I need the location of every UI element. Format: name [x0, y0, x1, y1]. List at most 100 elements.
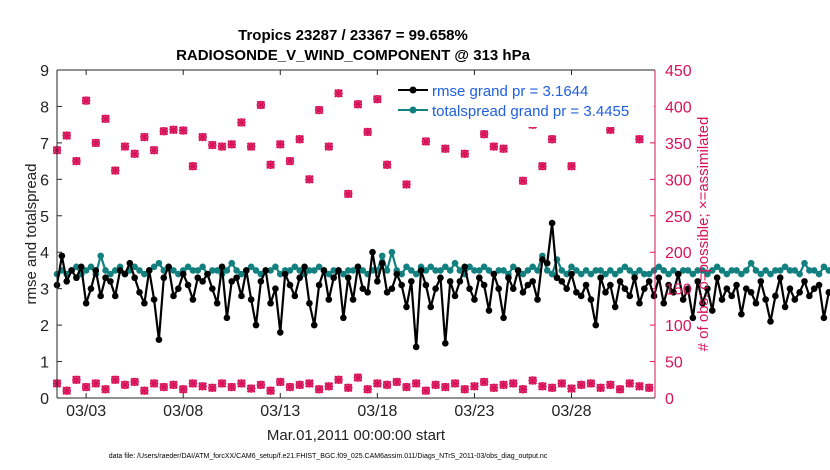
possible-obs-marker — [188, 161, 198, 171]
possible-obs-marker — [91, 138, 101, 148]
totalspread-point — [102, 267, 109, 274]
totalspread-point — [97, 252, 104, 260]
x-axis-label: Mar.01,2011 00:00:00 start — [267, 427, 446, 444]
possible-obs-marker — [110, 166, 120, 175]
right-tick-label: 300 — [665, 172, 692, 189]
low-obs-marker — [275, 377, 285, 387]
rmse-point — [801, 278, 808, 285]
rmse-point — [568, 270, 575, 278]
rmse-point — [437, 274, 444, 282]
rmse-point — [369, 248, 376, 256]
rmse-point — [116, 267, 124, 274]
totalspread-point — [602, 270, 609, 278]
rmse-point — [587, 296, 595, 303]
possible-obs-marker — [343, 189, 353, 199]
rmse-point — [466, 285, 473, 292]
rmse-point — [641, 285, 648, 292]
rmse-point — [403, 303, 410, 311]
possible-obs-marker — [421, 137, 431, 146]
low-obs-marker — [169, 380, 178, 390]
rmse-point — [723, 285, 731, 292]
possible-obs-marker — [606, 125, 615, 135]
totalspread-point — [286, 267, 294, 274]
rmse-point — [82, 299, 90, 307]
rmse-point — [393, 270, 401, 278]
right-tick-label: 350 — [665, 136, 692, 153]
rmse-point — [670, 289, 677, 296]
low-obs-marker — [528, 376, 537, 385]
totalspread-point — [398, 270, 405, 278]
rmse-point — [607, 281, 614, 289]
rmse-point — [509, 285, 517, 292]
totalspread-point — [728, 267, 735, 274]
legend-swatch-totalspread — [409, 106, 417, 114]
left-tick-label: 3 — [40, 282, 49, 299]
low-obs-marker — [635, 382, 644, 391]
rmse-point — [296, 274, 303, 282]
totalspread-point — [543, 267, 551, 274]
low-obs-marker — [567, 384, 576, 393]
rmse-point — [762, 296, 769, 303]
left-tick-label: 1 — [40, 355, 49, 372]
totalspread-point — [704, 270, 711, 278]
rmse-point — [650, 292, 658, 300]
rmse-point — [728, 292, 735, 300]
rmse-point — [184, 281, 192, 289]
left-tick-label: 2 — [40, 318, 49, 335]
rmse-point — [179, 270, 187, 278]
rmse-point — [315, 281, 323, 289]
low-obs-marker — [198, 382, 207, 391]
totalspread-point — [82, 267, 90, 274]
low-obs-marker — [72, 375, 81, 385]
rmse-point — [432, 285, 439, 292]
totalspread-point — [708, 267, 716, 274]
totalspread-point — [616, 267, 624, 274]
rmse-point — [281, 270, 289, 278]
totalspread-point — [796, 270, 803, 278]
x-tick-label: 03/03 — [66, 403, 106, 420]
legend-entry-rmse: rmse grand pr = 3.1644 — [432, 83, 588, 100]
rmse-point — [820, 314, 828, 322]
possible-obs-marker — [353, 99, 363, 109]
low-obs-marker — [450, 379, 460, 388]
left-tick-label: 6 — [40, 172, 49, 189]
totalspread-point — [388, 248, 396, 256]
totalspread-point — [189, 267, 197, 274]
rmse-point — [330, 274, 337, 282]
rmse-point — [616, 278, 624, 285]
rmse-point — [806, 292, 813, 300]
rmse-point — [519, 289, 527, 296]
totalspread-point — [825, 267, 830, 274]
possible-obs-marker — [140, 132, 149, 142]
totalspread-point — [325, 270, 333, 278]
totalspread-point — [209, 267, 216, 274]
rmse-point — [92, 267, 100, 274]
rmse-point — [374, 278, 381, 285]
totalspread-point — [228, 259, 236, 267]
low-obs-marker — [295, 380, 305, 390]
totalspread-point — [475, 267, 483, 274]
totalspread-point — [238, 270, 245, 278]
totalspread-point — [451, 259, 459, 267]
rmse-point — [325, 296, 333, 303]
totalspread-point — [442, 263, 449, 271]
low-obs-marker — [576, 380, 586, 390]
totalspread-point — [806, 267, 813, 274]
totalspread-point — [718, 267, 726, 274]
rmse-point — [276, 329, 284, 336]
rmse-point — [684, 285, 692, 292]
rmse-point — [320, 267, 328, 274]
rmse-point — [475, 274, 483, 282]
low-obs-marker — [596, 383, 605, 393]
totalspread-point — [480, 263, 488, 271]
low-obs-marker — [518, 384, 528, 394]
low-obs-marker — [586, 379, 596, 388]
possible-obs-marker — [237, 118, 246, 127]
rmse-point — [209, 285, 216, 292]
possible-obs-marker — [334, 89, 343, 98]
rmse-point — [141, 299, 148, 307]
left-tick-label: 5 — [40, 209, 49, 226]
rmse-point — [87, 285, 95, 292]
rmse-point — [204, 270, 211, 278]
